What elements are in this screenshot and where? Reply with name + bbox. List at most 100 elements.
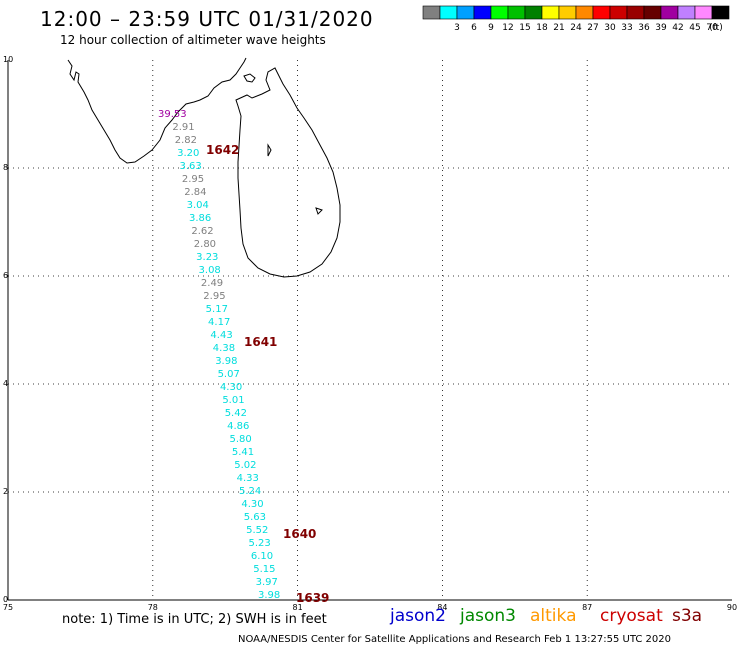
- wave-height-label: 5.63: [244, 512, 266, 523]
- wave-height-label: 3.04: [187, 200, 209, 211]
- legend-tick-label: 12: [502, 23, 513, 33]
- satellite-jason2: jason2: [390, 606, 446, 626]
- legend-swatch: [439, 5, 458, 20]
- legend-tick-label: 6: [471, 23, 477, 33]
- wave-height-label: 5.15: [253, 564, 275, 575]
- wave-height-label: 5.41: [232, 447, 254, 458]
- legend-tick-label: 21: [553, 23, 564, 33]
- wave-height-label: 4.86: [227, 421, 249, 432]
- legend-tick-label: 39: [655, 23, 667, 33]
- coast-speck: [315, 207, 323, 215]
- wave-height-label: 3.86: [189, 213, 211, 224]
- legend-swatch: [694, 5, 713, 20]
- latitude-tick-label: 0: [3, 595, 8, 604]
- longitude-tick-label: 90: [727, 603, 737, 612]
- legend-swatch: [592, 5, 611, 20]
- legend-swatch: [575, 5, 594, 20]
- legend-tick-label: 36: [638, 23, 650, 33]
- wave-height-label: 5.17: [206, 304, 228, 315]
- altimeter-track: 39.53 2.91 2.82 3.20 3.63 2.95 2.84 3.04 3.86 2.6…: [158, 109, 280, 601]
- legend-tick-label: 33: [621, 23, 632, 33]
- wave-height-label: 3.97: [256, 577, 278, 588]
- wave-height-label: 6.10: [251, 551, 273, 562]
- color-legend: 3 6 9 12 15 18 21 24 27 30 33 36 39 42 45 70(ft): [422, 5, 730, 33]
- wave-height-label: 5.07: [218, 369, 240, 380]
- legend-swatch: [473, 5, 492, 20]
- coast-speck: [267, 143, 272, 157]
- pass-time-label: 1642: [206, 143, 239, 157]
- credit-line: NOAA/NESDIS Center for Satellite Applica…: [238, 634, 671, 645]
- legend-tick-label: 27: [587, 23, 598, 33]
- legend-swatch: [643, 5, 662, 20]
- pass-time-label: 1639: [296, 591, 329, 605]
- latitude-tick-label: 8: [3, 163, 8, 172]
- wave-height-label: 2.82: [175, 135, 197, 146]
- wave-height-label: 5.80: [229, 434, 251, 445]
- legend-swatch: [507, 5, 526, 20]
- wave-height-label: 5.01: [222, 395, 244, 406]
- satellite-jason3: jason3: [460, 606, 516, 626]
- legend-swatch: [711, 5, 730, 20]
- sri-lanka-coastline: [235, 67, 341, 278]
- wave-height-label: 5.24: [239, 486, 261, 497]
- legend-tick-label: 24: [570, 23, 582, 33]
- legend-swatch: [456, 5, 475, 20]
- wave-height-label: 39.53: [158, 109, 187, 120]
- legend-swatch: [660, 5, 679, 20]
- legend-tick-label: 45: [689, 23, 700, 33]
- wave-height-label: 5.23: [248, 538, 270, 549]
- latitude-tick-label: 6: [3, 271, 8, 280]
- footnote: note: 1) Time is in UTC; 2) SWH is in fe…: [62, 612, 327, 627]
- legend-tick-label: 3: [454, 23, 460, 33]
- longitude-tick-label: 84: [437, 603, 447, 612]
- wave-height-label: 3.98: [215, 356, 237, 367]
- satellite-cryosat: cryosat: [600, 606, 663, 626]
- longitude-tick-label: 78: [148, 603, 158, 612]
- palk-island-outline: [243, 73, 256, 83]
- coastline-map: [67, 57, 341, 278]
- legend-tick-label: 70: [706, 23, 718, 33]
- legend-swatch: [422, 5, 441, 20]
- longitude-tick-label: 81: [293, 603, 303, 612]
- time-stamp-labels: 1642 1641 1640 1639: [206, 143, 329, 605]
- satellite-altika: altika: [530, 606, 577, 626]
- legend-tick-label: 42: [672, 23, 683, 33]
- pass-time-label: 1640: [283, 527, 316, 541]
- wave-height-label: 2.84: [184, 187, 206, 198]
- legend-swatch: [609, 5, 628, 20]
- wave-height-label: 4.17: [208, 317, 230, 328]
- wave-height-label: 5.42: [225, 408, 247, 419]
- wave-height-label: 2.62: [191, 226, 213, 237]
- satellite-s3a: s3a: [672, 606, 703, 626]
- legend-swatch: [626, 5, 645, 20]
- legend-tick-label: 15: [519, 23, 530, 33]
- india-coastline: [67, 57, 247, 164]
- legend-swatch: [541, 5, 560, 20]
- page-subtitle: 12 hour collection of altimeter wave hei…: [60, 33, 326, 47]
- wave-height-label: 2.95: [182, 174, 204, 185]
- wave-height-label: 4.43: [210, 330, 232, 341]
- legend-swatch: [524, 5, 543, 20]
- wave-height-label: 3.98: [258, 590, 280, 601]
- wave-height-label: 2.80: [194, 239, 216, 250]
- longitude-tick-label: 87: [582, 603, 592, 612]
- wave-height-label: 4.33: [237, 473, 259, 484]
- wave-height-label: 2.49: [201, 278, 223, 289]
- wave-height-label: 4.30: [220, 382, 242, 393]
- legend-swatch: [677, 5, 696, 20]
- wave-height-label: 3.20: [177, 148, 199, 159]
- latitude-tick-label: 10: [3, 55, 13, 64]
- latitude-tick-label: 4: [3, 379, 8, 388]
- wave-height-label: 3.63: [180, 161, 202, 172]
- legend-tick-label: 18: [536, 23, 548, 33]
- legend-unit-label: (ft): [709, 23, 723, 33]
- wave-height-label: 2.95: [203, 291, 225, 302]
- longitude-tick-label: 75: [3, 603, 13, 612]
- wave-height-label: 4.38: [213, 343, 235, 354]
- wave-height-label: 3.08: [199, 265, 221, 276]
- legend-tick-label: 9: [488, 23, 494, 33]
- legend-tick-label: 30: [604, 23, 616, 33]
- page-title: 12:00 – 23:59 UTC 01/31/2020: [40, 7, 374, 31]
- wave-height-label: 5.52: [246, 525, 268, 536]
